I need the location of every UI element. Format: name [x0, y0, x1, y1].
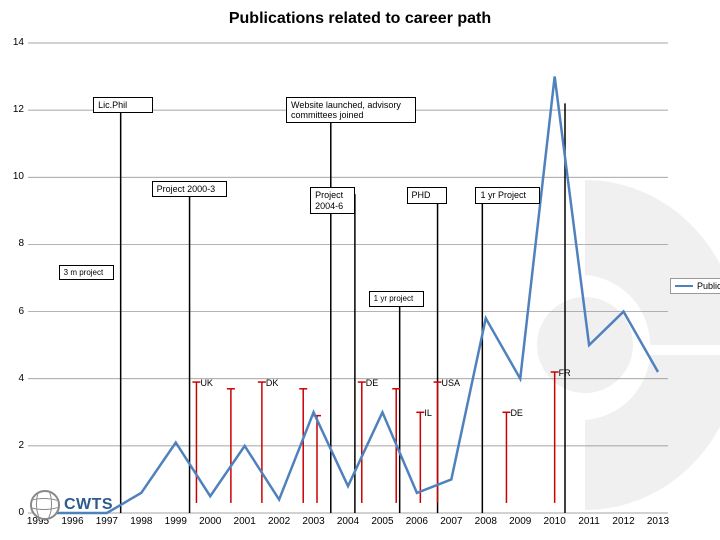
country-label: DK [266, 378, 279, 388]
country-label: FR [559, 368, 571, 378]
annotation-proj2000: Project 2000-3 [152, 181, 227, 197]
x-tick: 2004 [333, 516, 363, 527]
logo: CWTS [30, 490, 113, 520]
x-tick: 2007 [436, 516, 466, 527]
x-tick: 2006 [402, 516, 432, 527]
country-label: USA [442, 378, 461, 388]
y-tick: 12 [4, 104, 24, 115]
annotation-licphil: Lic.Phil [93, 97, 153, 113]
y-tick: 4 [4, 373, 24, 384]
x-tick: 2011 [574, 516, 604, 527]
legend: Publications [670, 278, 720, 294]
logo-globe-icon [30, 490, 60, 520]
x-tick: 2013 [643, 516, 673, 527]
annotation-proj1yrb: 1 yr project [369, 291, 424, 306]
y-tick: 6 [4, 306, 24, 317]
x-tick: 2012 [609, 516, 639, 527]
x-tick: 2009 [505, 516, 535, 527]
country-label: UK [200, 378, 213, 388]
x-tick: 1998 [126, 516, 156, 527]
logo-text: CWTS [64, 496, 113, 514]
legend-swatch [675, 285, 693, 287]
y-tick: 0 [4, 507, 24, 518]
x-tick: 2005 [367, 516, 397, 527]
x-tick: 2008 [471, 516, 501, 527]
annotation-proj3m: 3 m project [59, 265, 114, 280]
annotation-website: Website launched, advisory committees jo… [286, 97, 416, 124]
y-tick: 14 [4, 37, 24, 48]
country-label: DE [510, 408, 523, 418]
x-tick: 2003 [299, 516, 329, 527]
chart-root: Publications related to career path 0 2 4 6… [0, 0, 720, 540]
annotation-phd: PHD [407, 187, 447, 203]
x-tick: 2000 [195, 516, 225, 527]
x-tick: 1999 [161, 516, 191, 527]
y-tick: 10 [4, 171, 24, 182]
legend-label: Publications [697, 281, 720, 291]
annotation-proj1yr: 1 yr Project [475, 187, 540, 203]
annotation-proj2004: Project 2004-6 [310, 187, 355, 214]
x-tick: 2010 [540, 516, 570, 527]
country-label: IL [424, 408, 432, 418]
x-tick: 2002 [264, 516, 294, 527]
chart-title: Publications related to career path [0, 10, 720, 28]
y-tick: 2 [4, 440, 24, 451]
country-label: DE [366, 378, 379, 388]
x-tick: 2001 [230, 516, 260, 527]
y-tick: 8 [4, 238, 24, 249]
